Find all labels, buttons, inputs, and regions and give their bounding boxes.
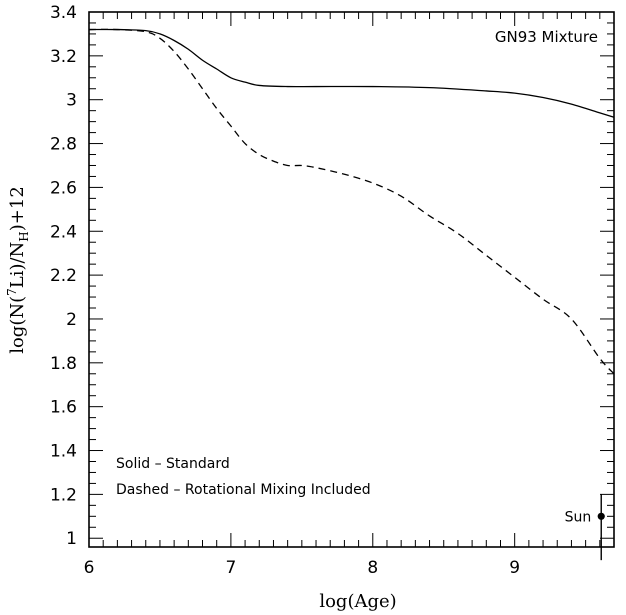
y-tick-label: 1.6 <box>50 398 77 418</box>
y-tick-label: 3.2 <box>50 47 77 67</box>
y-tick-label: 2.4 <box>50 222 77 242</box>
plot-frame <box>88 11 615 548</box>
y-axis-title: log(N(7Li)/NH)+12 <box>5 186 31 354</box>
sun-point <box>597 512 605 520</box>
y-tick-label: 3.4 <box>50 3 77 23</box>
y-tick-label: 3 <box>66 91 77 111</box>
points-layer: Sun <box>565 494 605 561</box>
x-tick-label: 8 <box>367 558 378 578</box>
y-tick-labels: 1 1.2 1.4 1.6 1.8 2 2.2 2.4 2.6 2.8 3 3.2 3.4 <box>50 3 77 549</box>
y-tick-label: 1.2 <box>50 485 77 505</box>
y-tick-label: 1 <box>66 529 77 549</box>
legend-solid-text: Solid – Standard <box>116 456 230 472</box>
x-tick-label: 9 <box>509 558 520 578</box>
x-tick-labels: 6 7 8 9 <box>84 558 521 578</box>
x-tick-label: 6 <box>84 558 95 578</box>
sun-label: Sun <box>565 509 592 525</box>
y-tick-label: 2.6 <box>50 178 77 198</box>
y-tick-label: 2 <box>66 310 77 330</box>
y-tick-label: 1.4 <box>50 442 77 462</box>
series-line-standard <box>88 28 615 118</box>
y-tick-label: 1.8 <box>50 354 77 374</box>
x-axis-title: log(Age) <box>319 591 396 612</box>
mixture-annotation: GN93 Mixture <box>495 28 598 46</box>
y-tick-label: 2.2 <box>50 266 77 286</box>
y-tick-label: 2.8 <box>50 135 77 155</box>
legend-dashed-text: Dashed – Rotational Mixing Included <box>116 482 371 498</box>
series-line-rotational-mixing <box>88 28 615 375</box>
series-layer <box>88 28 615 375</box>
x-tick-label: 7 <box>225 558 236 578</box>
